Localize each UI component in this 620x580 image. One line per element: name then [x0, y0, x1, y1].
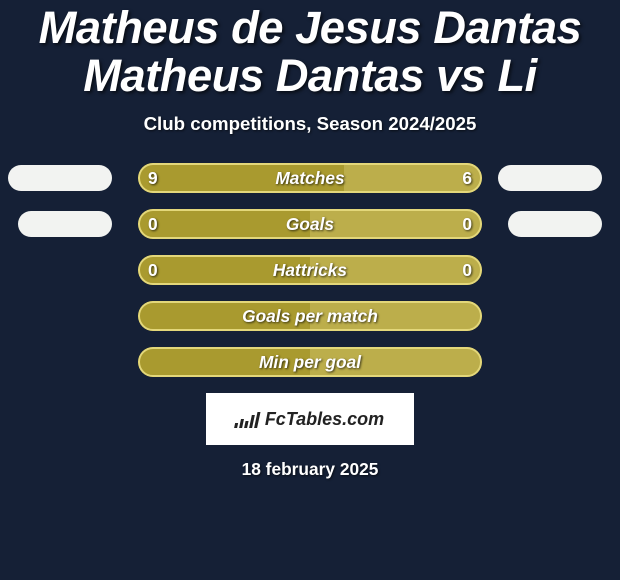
player-left-pellet — [8, 165, 112, 191]
subtitle: Club competitions, Season 2024/2025 — [0, 113, 620, 135]
stat-row: 00Goals — [0, 209, 620, 239]
stat-row: 96Matches — [0, 163, 620, 193]
stat-row: Goals per match — [0, 301, 620, 331]
player-left-pellet — [18, 211, 112, 237]
stats-rows: 96Matches 00Goals 00Hattricks Goals per mat… — [0, 163, 620, 377]
bar-track: 00Hattricks — [138, 255, 482, 285]
stat-row: Min per goal — [0, 347, 620, 377]
bar-left-fill — [138, 163, 344, 193]
bar-right-fill — [310, 209, 482, 239]
stat-row: 00Hattricks — [0, 255, 620, 285]
bar-left-fill — [138, 301, 310, 331]
bar-track: 00Goals — [138, 209, 482, 239]
page-title: Matheus de Jesus Dantas Matheus Dantas v… — [0, 0, 620, 99]
logo-bars-icon — [234, 410, 261, 428]
logo-box: FcTables.com — [206, 393, 414, 445]
logo-text: FcTables.com — [265, 409, 384, 430]
bar-left-fill — [138, 255, 310, 285]
bar-left-fill — [138, 209, 310, 239]
bar-right-fill — [310, 347, 482, 377]
bar-right-fill — [310, 301, 482, 331]
bar-right-fill — [310, 255, 482, 285]
bar-track: Goals per match — [138, 301, 482, 331]
bar-track: 96Matches — [138, 163, 482, 193]
player-right-pellet — [508, 211, 602, 237]
bar-left-fill — [138, 347, 310, 377]
bar-right-fill — [344, 163, 482, 193]
player-right-pellet — [498, 165, 602, 191]
date-label: 18 february 2025 — [0, 459, 620, 480]
bar-track: Min per goal — [138, 347, 482, 377]
